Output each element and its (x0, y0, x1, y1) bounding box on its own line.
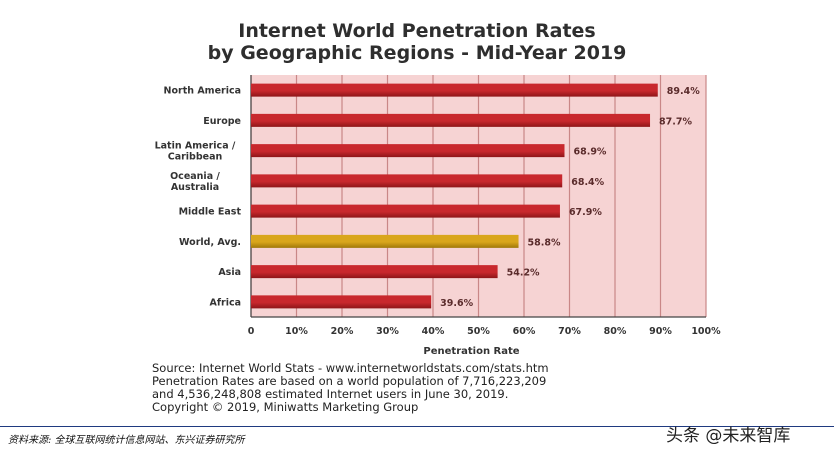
x-tick-label: 90% (649, 326, 672, 337)
footer-divider (0, 426, 834, 427)
x-tick-label: 40% (422, 326, 445, 337)
category-label: Caribbean (168, 152, 223, 163)
x-tick-label: 0 (248, 326, 255, 337)
category-label: Oceania / (170, 171, 220, 182)
bar-value-label: 89.4% (667, 86, 700, 97)
x-tick-label: 80% (604, 326, 627, 337)
category-label: Europe (203, 116, 241, 127)
category-label: Africa (210, 297, 241, 308)
x-tick-label: 70% (558, 326, 581, 337)
footer-watermark: 头条 @未来智库 (666, 426, 791, 446)
bar (251, 144, 565, 158)
bar-value-label: 54.2% (507, 268, 540, 279)
bar (251, 295, 432, 309)
bar-value-label: 39.6% (440, 298, 473, 309)
source-line-2: Penetration Rates are based on a world p… (152, 374, 547, 388)
category-label: Australia (171, 182, 219, 193)
x-tick-label: 10% (285, 326, 308, 337)
bar (251, 204, 560, 218)
x-tick-label: 100% (691, 326, 721, 337)
chart-title-line1: Internet World Penetration Rates (238, 20, 596, 42)
bar-value-label: 67.9% (569, 207, 602, 218)
bar-value-label: 68.4% (571, 177, 604, 188)
x-tick-label: 30% (376, 326, 399, 337)
category-label: Latin America / (155, 141, 236, 152)
x-tick-label: 20% (331, 326, 354, 337)
category-label: Middle East (179, 207, 242, 218)
source-line-1: Source: Internet World Stats - www.inter… (152, 361, 549, 375)
bar-value-label: 58.8% (528, 237, 561, 248)
bar (251, 234, 519, 248)
source-line-4: Copyright © 2019, Miniwatts Marketing Gr… (152, 400, 419, 414)
bar (251, 113, 651, 127)
bar (251, 83, 658, 97)
source-notes: Source: Internet World Stats - www.inter… (152, 362, 549, 414)
category-label: Asia (218, 267, 241, 278)
footer-source: 资料来源: 全球互联网统计信息网站、东兴证券研究所 (8, 435, 245, 446)
bar (251, 265, 498, 279)
x-tick-label: 50% (467, 326, 490, 337)
chart-title-line2: by Geographic Regions - Mid-Year 2019 (207, 42, 627, 64)
bar-value-label: 87.7% (659, 116, 692, 127)
bar (251, 174, 563, 188)
x-tick-label: 60% (513, 326, 536, 337)
category-label: North America (164, 86, 241, 97)
source-line-3: and 4,536,248,808 estimated Internet use… (152, 387, 509, 401)
category-label: World, Avg. (179, 237, 241, 248)
x-axis-title: Penetration Rate (423, 346, 519, 357)
bar-value-label: 68.9% (573, 147, 606, 158)
